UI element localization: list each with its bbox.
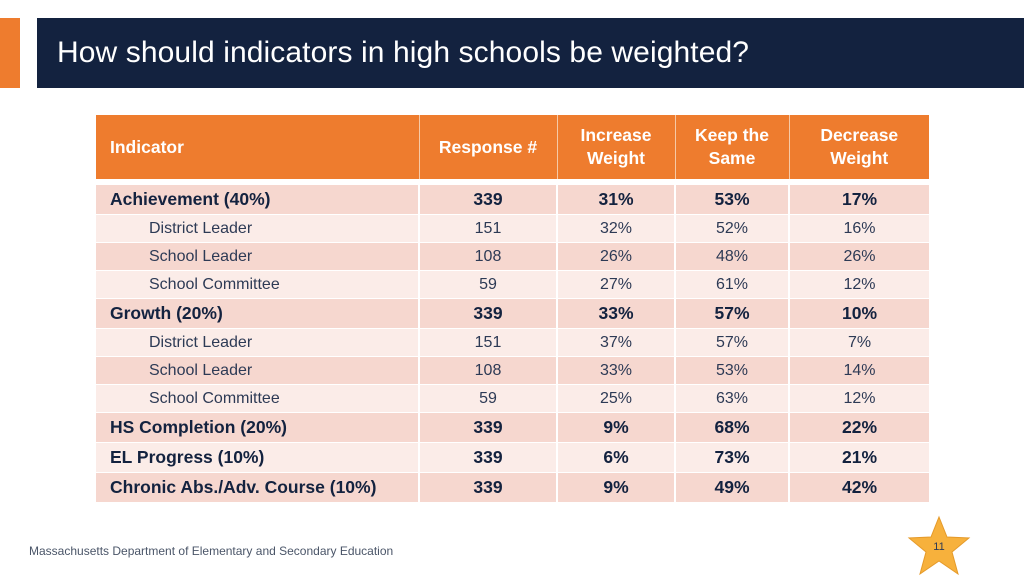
table-row: School Leader 108 26% 48% 26% [96,242,929,271]
cell-decrease: 16% [789,214,929,243]
cell-decrease: 21% [789,442,929,473]
cell-decrease: 10% [789,298,929,329]
header-keep-line2: Same [708,148,756,168]
cell-increase: 6% [557,442,676,473]
cell-response: 59 [419,270,558,299]
cell-increase: 37% [557,328,676,357]
star-icon [907,515,971,576]
cell-keep: 61% [675,270,790,299]
header-increase: Increase Weight [557,115,676,182]
cell-decrease: 12% [789,384,929,413]
table-row-achievement: Achievement (40%) 339 31% 53% 17% [96,184,929,215]
row-label: Chronic Abs./Adv. Course (10%) [96,472,420,503]
cell-decrease: 17% [789,184,929,215]
table-row: School Committee 59 25% 63% 12% [96,384,929,413]
row-label: EL Progress (10%) [96,442,420,473]
cell-keep: 73% [675,442,790,473]
cell-response: 108 [419,356,558,385]
row-label: School Leader [96,242,420,271]
cell-keep: 48% [675,242,790,271]
cell-keep: 68% [675,412,790,443]
header-row: Indicator Response # Increase Weight Kee… [96,115,929,182]
table-row-chronic-abs: Chronic Abs./Adv. Course (10%) 339 9% 49… [96,472,929,503]
cell-decrease: 12% [789,270,929,299]
row-label: District Leader [96,214,420,243]
cell-increase: 9% [557,412,676,443]
row-label: District Leader [96,328,420,357]
cell-keep: 52% [675,214,790,243]
cell-increase: 26% [557,242,676,271]
cell-keep: 53% [675,356,790,385]
row-label: Growth (20%) [96,298,420,329]
cell-keep: 53% [675,184,790,215]
header-increase-line1: Increase [580,125,652,145]
cell-response: 339 [419,184,558,215]
cell-increase: 33% [557,298,676,329]
header-keep: Keep the Same [675,115,790,182]
cell-increase: 33% [557,356,676,385]
cell-decrease: 7% [789,328,929,357]
header-decrease-line1: Decrease [820,125,899,145]
cell-keep: 63% [675,384,790,413]
cell-response: 339 [419,442,558,473]
footer-org-name: Massachusetts Department of Elementary a… [29,544,394,558]
row-label: School Leader [96,356,420,385]
survey-table: Indicator Response # Increase Weight Kee… [96,115,929,503]
row-label: School Committee [96,384,420,413]
cell-response: 151 [419,328,558,357]
cell-keep: 57% [675,328,790,357]
table-row: District Leader 151 37% 57% 7% [96,328,929,357]
slide-title: How should indicators in high schools be… [57,36,750,69]
cell-increase: 25% [557,384,676,413]
cell-increase: 31% [557,184,676,215]
cell-decrease: 26% [789,242,929,271]
cell-decrease: 42% [789,472,929,503]
cell-increase: 32% [557,214,676,243]
header-response: Response # [419,115,558,182]
table-row: District Leader 151 32% 52% 16% [96,214,929,243]
cell-response: 339 [419,472,558,503]
table-row: School Committee 59 27% 61% 12% [96,270,929,299]
table-row-el-progress: EL Progress (10%) 339 6% 73% 21% [96,442,929,473]
table-row: School Leader 108 33% 53% 14% [96,356,929,385]
accent-bar [0,18,20,88]
header-keep-line1: Keep the [695,125,769,145]
cell-response: 151 [419,214,558,243]
title-banner: How should indicators in high schools be… [37,18,1024,88]
row-label: Achievement (40%) [96,184,420,215]
cell-increase: 9% [557,472,676,503]
cell-keep: 57% [675,298,790,329]
row-label: HS Completion (20%) [96,412,420,443]
cell-decrease: 22% [789,412,929,443]
cell-response: 59 [419,384,558,413]
cell-decrease: 14% [789,356,929,385]
table-row-growth: Growth (20%) 339 33% 57% 10% [96,298,929,329]
cell-response: 108 [419,242,558,271]
cell-response: 339 [419,298,558,329]
row-label: School Committee [96,270,420,299]
page-number: 11 [933,541,945,553]
table-row-hs-completion: HS Completion (20%) 339 9% 68% 22% [96,412,929,443]
header-indicator: Indicator [96,115,420,182]
header-decrease-line2: Weight [830,148,889,168]
cell-increase: 27% [557,270,676,299]
cell-response: 339 [419,412,558,443]
cell-keep: 49% [675,472,790,503]
header-decrease: Decrease Weight [789,115,929,182]
header-increase-line2: Weight [586,148,645,168]
